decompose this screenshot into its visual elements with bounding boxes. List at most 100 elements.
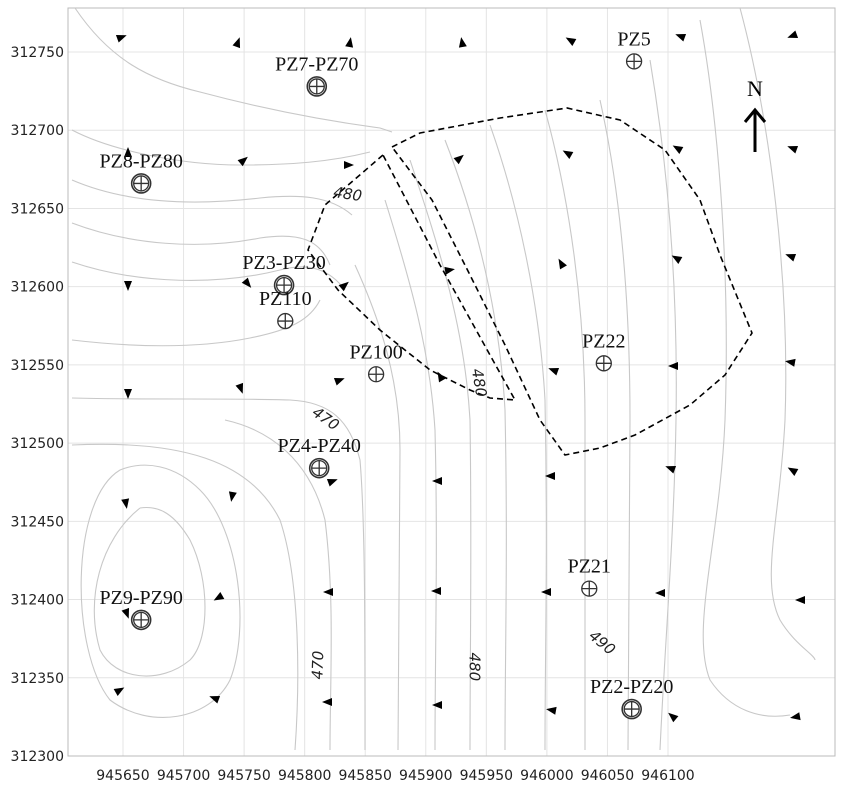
contour-line	[489, 124, 547, 751]
flow-arrow	[558, 258, 567, 270]
contour-line	[71, 129, 371, 166]
flow-arrow	[675, 33, 687, 42]
well-marker: PZ100	[349, 341, 403, 383]
well-marker: PZ9-PZ90	[99, 587, 183, 631]
flow-arrow	[785, 253, 797, 262]
flow-arrow	[237, 156, 248, 167]
flow-arrow	[668, 712, 679, 723]
well-label: PZ21	[568, 556, 611, 578]
flow-arrow	[431, 587, 441, 595]
flow-arrow	[787, 145, 799, 154]
well-label: PZ5	[617, 28, 650, 50]
x-tick-label: 945950	[460, 768, 513, 784]
well-label: PZ4-PZ40	[278, 435, 361, 457]
flow-arrow	[124, 389, 132, 399]
flow-arrow	[124, 281, 132, 291]
contour-labels: 480 470 480 470 480 490	[308, 183, 619, 681]
site-boundary-east	[390, 107, 753, 456]
y-axis-ticks: 312750 312700 312650 312600 312550 312500 3124…	[11, 45, 64, 765]
flow-arrow	[545, 472, 555, 480]
well-marker: PZ8-PZ80	[99, 150, 183, 194]
y-tick-label: 312400	[11, 593, 64, 609]
well-crosshair-icon	[581, 581, 597, 597]
well-label: PZ100	[349, 341, 402, 363]
flow-arrow	[333, 377, 345, 386]
contour-line	[699, 19, 791, 717]
flow-arrow	[432, 477, 442, 485]
flow-arrow	[213, 592, 225, 601]
contour-line	[71, 443, 299, 751]
flow-arrow	[562, 150, 574, 159]
north-label: N	[747, 76, 763, 101]
flow-arrow	[795, 596, 805, 604]
flow-arrow	[655, 589, 665, 597]
contour-line	[409, 159, 472, 751]
flow-arrow	[453, 154, 464, 165]
flow-arrow	[546, 706, 557, 715]
x-tick-label: 945800	[278, 768, 331, 784]
y-tick-label: 312550	[11, 358, 64, 374]
contour-label: 470	[309, 403, 343, 434]
flow-arrow	[787, 467, 799, 476]
flow-arrow	[323, 588, 333, 596]
contour-line	[71, 222, 331, 266]
y-tick-label: 312350	[11, 671, 64, 687]
y-tick-label: 312600	[11, 280, 64, 296]
flow-arrow	[565, 37, 577, 46]
flow-arrow	[113, 687, 125, 696]
contour-line	[649, 59, 677, 751]
flow-arrow	[665, 465, 677, 474]
well-crosshair-icon	[133, 612, 149, 628]
contour-line	[71, 397, 366, 751]
flow-arrow	[232, 37, 241, 49]
y-tick-label: 312450	[11, 514, 64, 530]
flow-arrow	[235, 382, 244, 394]
contour-line	[71, 179, 353, 216]
well-label: PZ8-PZ80	[99, 150, 182, 172]
y-tick-label: 312300	[11, 749, 64, 765]
flow-arrow	[671, 255, 683, 264]
well-marker: PZ22	[582, 330, 625, 372]
map-frame	[67, 7, 836, 757]
flow-direction-arrows	[113, 30, 805, 723]
wells: PZ7-PZ70 PZ8-PZ80 PZ5 PZ3-PZ30 PZ110 PZ100 PZ2…	[99, 28, 673, 720]
well-crosshair-icon	[277, 313, 293, 329]
well-marker: PZ21	[568, 556, 611, 597]
contour-line	[739, 7, 816, 661]
flow-arrow	[785, 358, 796, 367]
north-arrow-icon	[743, 107, 767, 152]
well-marker: PZ110	[259, 288, 312, 330]
well-label: PZ7-PZ70	[275, 53, 358, 75]
y-tick-label: 312650	[11, 201, 64, 217]
flow-arrow	[437, 371, 446, 383]
x-tick-label: 945700	[157, 768, 210, 784]
contour-line	[384, 199, 437, 751]
x-tick-label: 945750	[217, 768, 270, 784]
flow-arrow	[458, 37, 467, 48]
well-label: PZ2-PZ20	[590, 676, 673, 698]
head-contour-lines	[71, 7, 816, 751]
contour-line	[224, 419, 332, 751]
well-crosshair-icon	[133, 175, 149, 191]
grid-lines	[67, 7, 836, 757]
flow-arrow	[787, 30, 799, 39]
well-marker: PZ2-PZ20	[590, 676, 673, 720]
flow-arrow	[241, 277, 252, 288]
well-marker: PZ5	[617, 28, 651, 70]
flow-arrow	[541, 588, 551, 596]
x-tick-label: 945850	[338, 768, 391, 784]
flow-arrow	[548, 367, 560, 376]
flow-arrow	[228, 491, 237, 502]
contour-label: 480	[468, 367, 491, 398]
x-tick-label: 946000	[520, 768, 573, 784]
well-marker: PZ7-PZ70	[275, 53, 358, 97]
flow-arrow	[121, 607, 130, 619]
contour-line	[354, 264, 401, 751]
contour-line	[544, 109, 586, 750]
flow-arrow	[322, 698, 332, 706]
flow-arrow	[432, 701, 442, 709]
contour-line	[444, 139, 507, 751]
well-crosshair-icon	[276, 277, 292, 293]
well-crosshair-icon	[368, 366, 384, 382]
contour-line	[599, 99, 631, 751]
